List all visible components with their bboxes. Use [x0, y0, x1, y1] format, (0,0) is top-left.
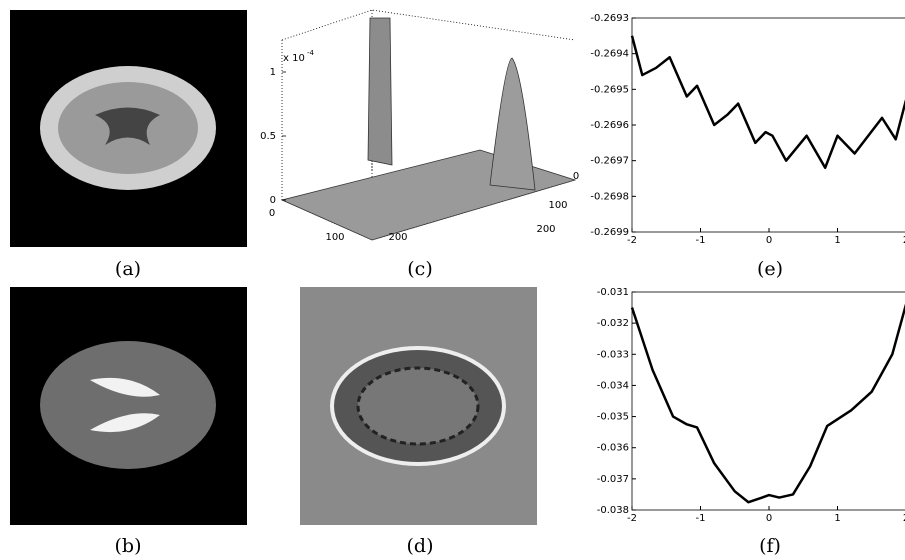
- caption: (d): [407, 535, 434, 557]
- y-tick-label: -0.2695: [590, 84, 629, 95]
- x-tick-label: 100: [325, 232, 344, 243]
- x-tick-label: -2: [627, 235, 637, 246]
- x-tick-label: 2: [903, 513, 905, 524]
- y-tick-label: -0.031: [597, 287, 629, 298]
- y-tick-label: -0.2696: [590, 120, 629, 131]
- x-tick-label: 2: [903, 235, 905, 246]
- z-tick-label: 0.5: [260, 131, 276, 142]
- x-tick-label: 0: [766, 513, 772, 524]
- surface-peak: [489, 57, 536, 191]
- x-tick-label: -2: [627, 513, 637, 524]
- y-tick-label: -0.2693: [590, 13, 629, 24]
- plot-area: [631, 17, 905, 233]
- brain-b: [40, 341, 216, 469]
- x-tick-label: 0: [269, 208, 275, 219]
- x-tick-label: 0: [766, 235, 772, 246]
- y-tick-label: -0.2697: [590, 156, 629, 167]
- caption: (f): [759, 535, 781, 557]
- plot-area: [631, 291, 905, 511]
- y-tick-label: 100: [548, 200, 567, 211]
- y-tick-label: -0.2694: [590, 49, 629, 60]
- y-tick-label: -0.2699: [590, 227, 629, 238]
- y-tick-label: 200: [536, 224, 555, 235]
- z-tick-label: 1: [270, 67, 276, 78]
- y-tick-label: -0.034: [597, 380, 629, 391]
- x-tick-label: 1: [834, 235, 840, 246]
- y-tick-label: -0.2698: [590, 191, 629, 202]
- brain-d-inner: [356, 366, 480, 446]
- caption: (e): [757, 258, 783, 280]
- y-tick-label: -0.036: [597, 443, 629, 454]
- x-tick-label: -1: [696, 235, 706, 246]
- caption: (a): [115, 258, 141, 280]
- y-tick-label: -0.032: [597, 318, 629, 329]
- x-tick-label: 1: [834, 513, 840, 524]
- x-tick-label: -1: [696, 513, 706, 524]
- ventricles-b: [90, 377, 160, 433]
- exponent: x 10: [283, 53, 305, 64]
- ventricles-a: [95, 107, 160, 145]
- caption: (b): [115, 535, 142, 557]
- line-series: [630, 304, 905, 504]
- y-tick-label: -0.037: [597, 474, 629, 485]
- z-tick-label: 0: [270, 195, 276, 206]
- y-tick-label: -0.038: [597, 505, 629, 516]
- y-tick-label: 0: [573, 171, 579, 182]
- line-series: [630, 35, 905, 170]
- surface-plot: [280, 9, 577, 241]
- y-tick-label: -0.035: [597, 412, 629, 423]
- y-tick-label: -0.033: [597, 349, 629, 360]
- caption: (c): [407, 258, 432, 280]
- x-tick-label: 200: [388, 232, 407, 243]
- surface-peak: [367, 17, 393, 166]
- exponent-power: -4: [307, 49, 315, 57]
